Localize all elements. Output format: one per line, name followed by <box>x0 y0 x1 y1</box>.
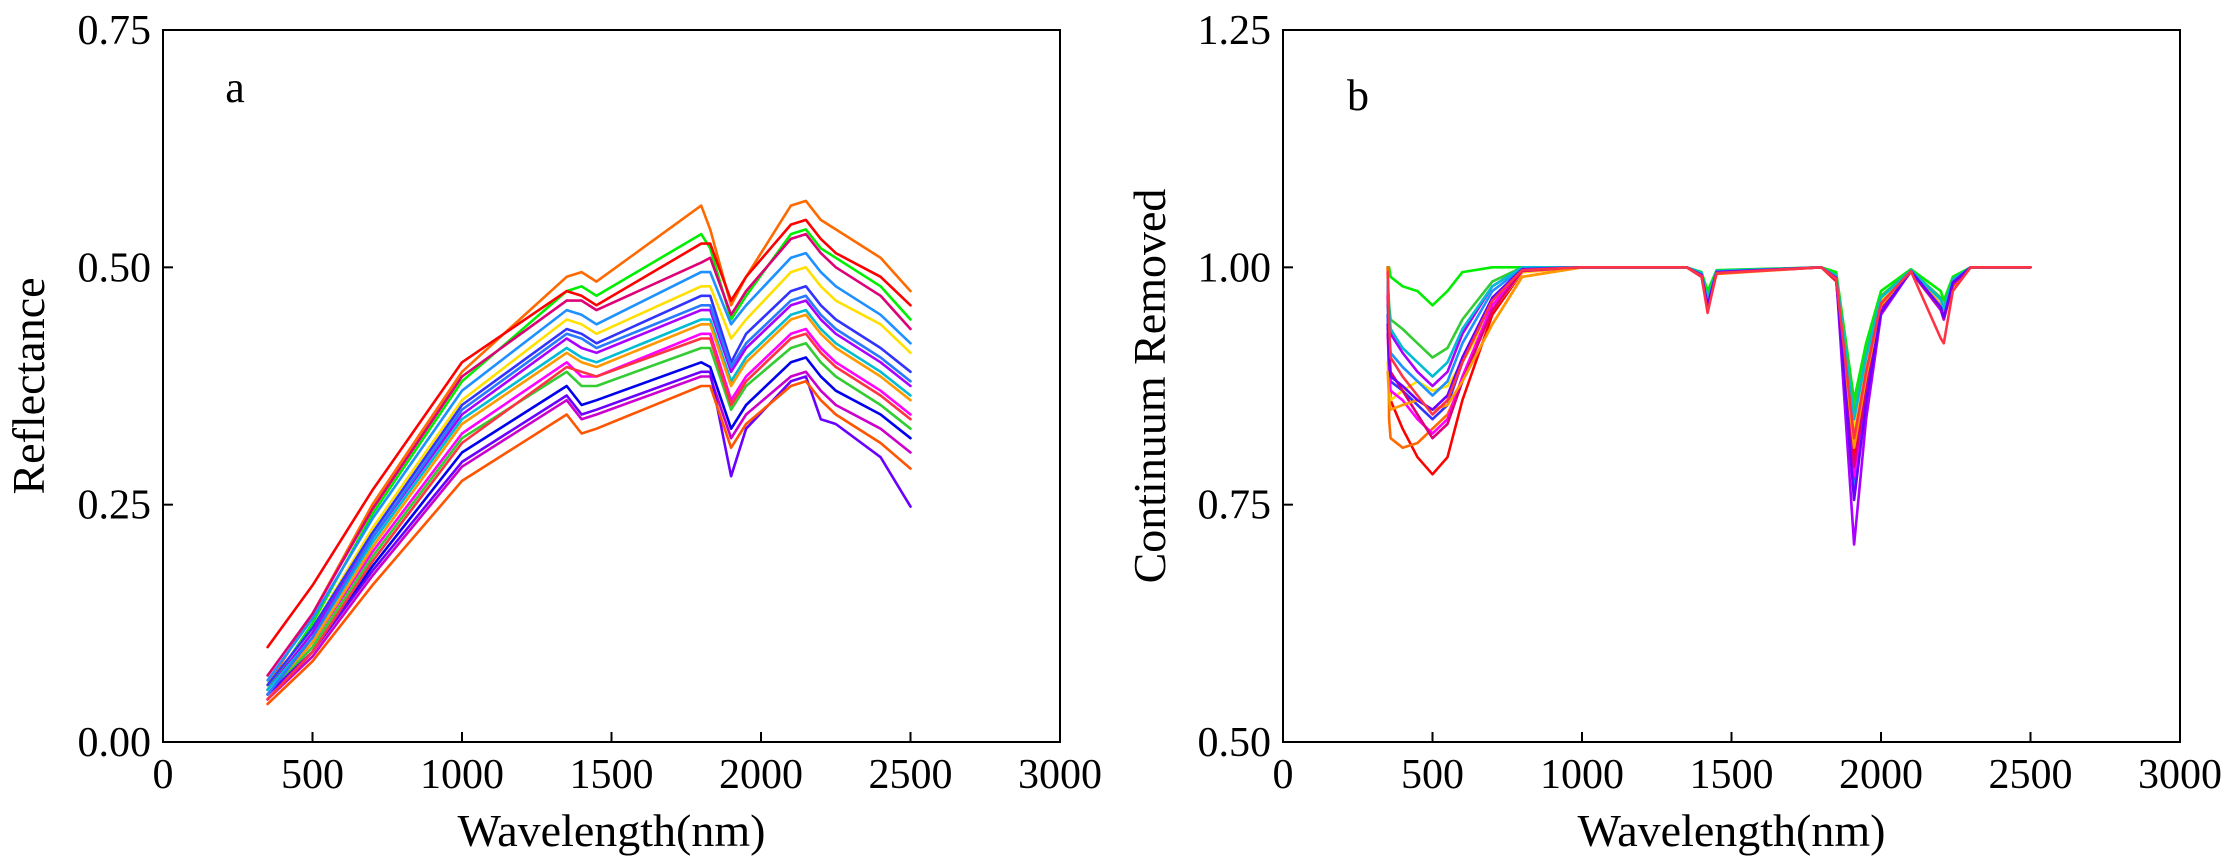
panel-a-panel-label: a <box>225 63 245 112</box>
panel-a-y-tick-label: 0.00 <box>78 720 152 766</box>
panel-a-x-tick-label: 1000 <box>420 752 504 798</box>
panel-b-x-tick-label: 1500 <box>1690 752 1774 798</box>
panel-a-x-tick-label: 3000 <box>1018 752 1102 798</box>
panel-b-series-line-s14 <box>1386 266 2032 440</box>
panel-b-series-group <box>1386 266 2032 546</box>
panel-a-series-line-s2 <box>266 228 912 692</box>
panel-b-y-axis-title: Continuum Removed <box>1124 189 1175 584</box>
panel-a-series-line-s18 <box>266 294 912 696</box>
panel-b-y-tick-label: 1.00 <box>1198 245 1272 291</box>
panel-b-x-tick-label: 500 <box>1401 752 1464 798</box>
panel-b-x-axis-title: Wavelength(nm) <box>1578 805 1886 856</box>
panel-b-series-line-s2 <box>1386 266 2032 402</box>
panel-a-series-line-s7 <box>266 285 912 687</box>
panel-b-x-tick-label: 2500 <box>1989 752 2073 798</box>
panel-a-series-line-s13 <box>266 356 912 701</box>
panel-a-x-axis-title: Wavelength(nm) <box>458 805 766 856</box>
panel-a-series-line-s1 <box>266 199 912 687</box>
panel-a-y-tick-label: 0.50 <box>78 245 152 291</box>
panel-a-x-tick-label: 2500 <box>869 752 953 798</box>
panel-a-y-tick-label: 0.25 <box>78 483 152 529</box>
panel-a-series-line-s6 <box>266 266 912 687</box>
panel-a-y-axis-title: Reflectance <box>3 277 54 494</box>
panel-a-series-line-s4 <box>266 232 912 677</box>
panel-b-y-tick-label: 1.25 <box>1198 8 1272 54</box>
panel-a-x-tick-label: 500 <box>281 752 344 798</box>
panel-a-y-tick-label: 0.75 <box>78 8 152 54</box>
panel-a-series-line-s14 <box>266 370 912 701</box>
panel-a-series-line-s5 <box>266 251 912 682</box>
panel-a-x-tick-label: 0 <box>153 752 174 798</box>
panel-b-x-tick-label: 1000 <box>1540 752 1624 798</box>
panel-a-x-tick-label: 1500 <box>570 752 654 798</box>
panel-b-x-tick-label: 0 <box>1273 752 1294 798</box>
panel-a-chart: 0 500 1000 1500 2000 2500 3000 0.00 0.25 0.50 0.75… <box>3 8 1102 856</box>
panel-a-series-line-s9 <box>266 308 912 692</box>
panel-a-series-line-s15 <box>266 370 912 696</box>
panel-b-panel-label: b <box>1347 71 1369 120</box>
panel-a-series-line-s10 <box>266 327 912 696</box>
panel-a-series-line-s17 <box>266 332 912 701</box>
panel-b-x-tick-label: 2000 <box>1839 752 1923 798</box>
panel-a-series-group <box>266 199 912 706</box>
panel-b-plot-frame <box>1282 29 2181 743</box>
panel-b-y-tick-label: 0.50 <box>1198 720 1272 766</box>
panel-a-series-line-s12 <box>266 342 912 696</box>
panel-a-x-tick-label: 2000 <box>719 752 803 798</box>
panel-a-series-line-s8 <box>266 299 912 692</box>
panel-b-y-tick-label: 0.75 <box>1198 483 1272 529</box>
panel-b-chart: 0 500 1000 1500 2000 2500 3000 0.50 0.75 1.00 1.25… <box>1124 8 2222 856</box>
panel-a-series-line-s3 <box>266 218 912 649</box>
panel-b-x-tick-label: 3000 <box>2138 752 2222 798</box>
panel-a-series-line-s16 <box>266 380 912 706</box>
panel-a-series-line-s11 <box>266 313 912 696</box>
